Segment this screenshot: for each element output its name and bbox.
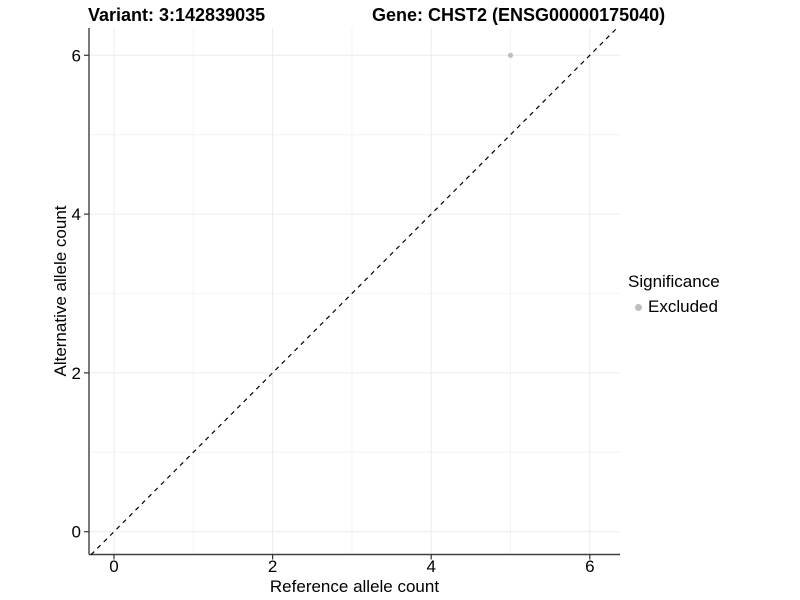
- y-tick-label: 4: [72, 205, 81, 224]
- legend-item-excluded: Excluded: [628, 297, 720, 317]
- legend-title: Significance: [628, 272, 720, 291]
- y-tick-label: 6: [72, 46, 81, 65]
- plot-title-variant: Variant: 3:142839035: [88, 5, 266, 25]
- x-axis-title: Reference allele count: [269, 577, 440, 596]
- legend-point-icon: [635, 303, 642, 311]
- y-tick-label: 2: [72, 364, 81, 383]
- y-tick-label: 0: [72, 523, 81, 542]
- data-point: [507, 52, 514, 58]
- legend: Significance Excluded: [628, 272, 720, 317]
- x-tick-label: 6: [585, 557, 594, 576]
- y-axis-title: Alternative allele count: [51, 205, 70, 377]
- legend-item-label: Excluded: [648, 297, 718, 316]
- plot-title-gene: Gene: CHST2 (ENSG00000175040): [372, 5, 666, 25]
- identity-line: [90, 27, 618, 556]
- x-tick-label: 0: [109, 557, 118, 576]
- x-tick-label: 2: [268, 557, 277, 576]
- x-tick-label: 4: [426, 557, 435, 576]
